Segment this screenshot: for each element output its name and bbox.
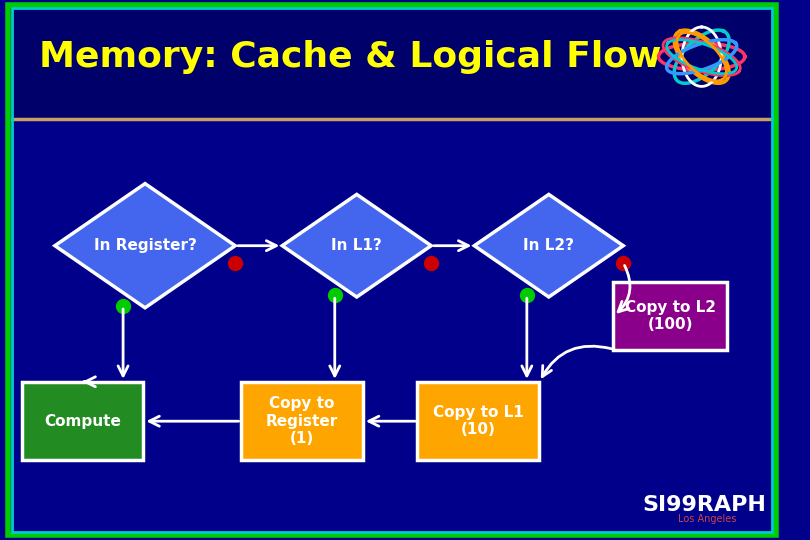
Text: Memory: Cache & Logical Flow: Memory: Cache & Logical Flow bbox=[39, 40, 662, 73]
Text: In Register?: In Register? bbox=[94, 238, 197, 253]
Text: Copy to
Register
(1): Copy to Register (1) bbox=[266, 396, 338, 446]
FancyBboxPatch shape bbox=[12, 8, 772, 119]
Polygon shape bbox=[55, 184, 235, 308]
Text: Copy to L2
(100): Copy to L2 (100) bbox=[625, 300, 716, 332]
FancyBboxPatch shape bbox=[241, 382, 363, 460]
FancyBboxPatch shape bbox=[417, 382, 539, 460]
Text: Los Angeles: Los Angeles bbox=[678, 515, 736, 524]
Text: In L1?: In L1? bbox=[331, 238, 382, 253]
Text: Compute: Compute bbox=[44, 414, 121, 429]
Polygon shape bbox=[282, 194, 431, 297]
Polygon shape bbox=[475, 194, 623, 297]
Text: Copy to L1
(10): Copy to L1 (10) bbox=[433, 405, 523, 437]
FancyBboxPatch shape bbox=[22, 382, 143, 460]
FancyBboxPatch shape bbox=[613, 282, 727, 350]
Text: In L2?: In L2? bbox=[523, 238, 574, 253]
Text: SI99RAPH: SI99RAPH bbox=[643, 495, 767, 515]
